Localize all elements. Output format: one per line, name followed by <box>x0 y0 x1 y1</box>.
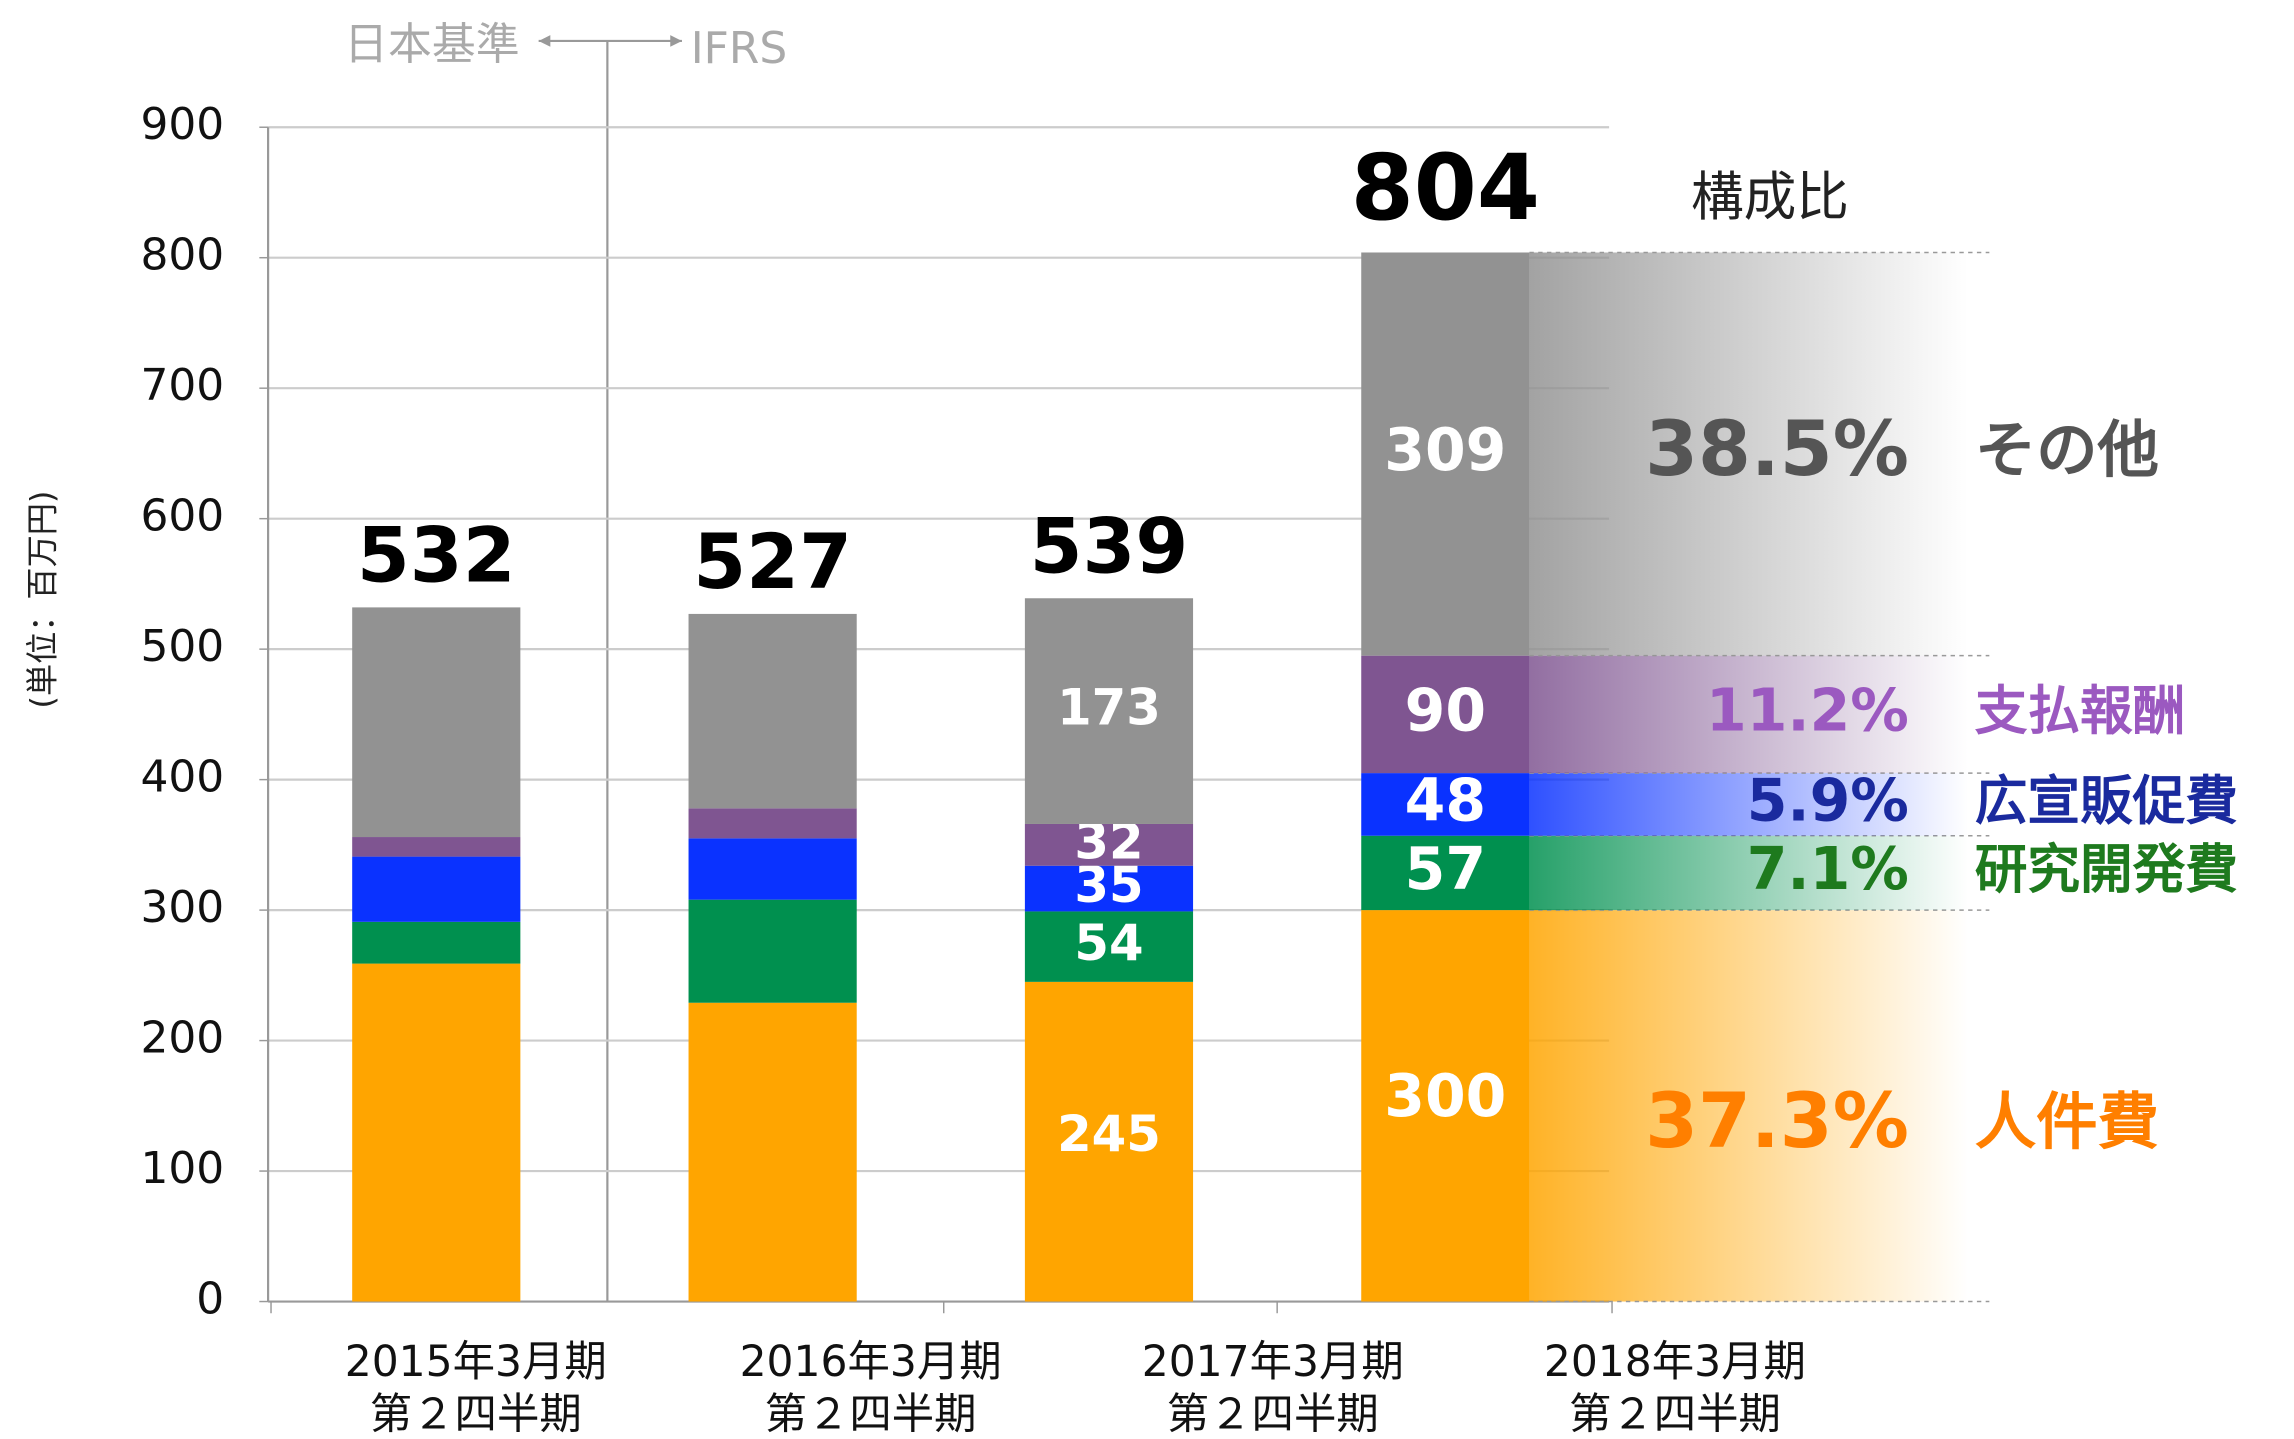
legend-entry: その他 <box>1975 415 2159 486</box>
share-band <box>1529 835 1969 911</box>
y-axis-label: (単位：百万円) <box>23 491 61 709</box>
value-label: 35 <box>1074 856 1143 914</box>
y-tick-label: 400 <box>141 752 225 803</box>
bar-segment <box>688 838 857 900</box>
share-label: 37.3% <box>1645 1076 1909 1165</box>
value-label: 300 <box>1384 1062 1506 1130</box>
y-tick-label: 700 <box>141 360 225 411</box>
y-tick-label: 500 <box>141 621 225 672</box>
value-label: 57 <box>1405 835 1486 903</box>
x-tick-label: 2016年3月期 <box>740 1337 1002 1386</box>
total-label: 804 <box>1351 136 1540 241</box>
legend-entry: 広宣販促費 <box>1975 771 2238 832</box>
value-label: 54 <box>1074 914 1143 972</box>
share-band <box>1529 655 1969 774</box>
legend-entry: 支払報酬 <box>1975 681 2186 742</box>
y-tick-label: 300 <box>141 882 225 933</box>
x-tick-label: 2017年3月期 <box>1142 1337 1404 1386</box>
x-tick-label: 2018年3月期 <box>1544 1337 1806 1386</box>
bar-segment <box>1024 823 1194 866</box>
share-label: 11.2% <box>1706 676 1909 744</box>
share-heading: 構成比 <box>1691 167 1849 228</box>
value-label: 309 <box>1384 416 1506 484</box>
legend-entry: 研究開発費 <box>1975 840 2238 901</box>
bar-segment <box>1024 911 1194 982</box>
y-tick-label: 0 <box>196 1274 224 1325</box>
value-label: 48 <box>1405 767 1486 835</box>
total-label: 532 <box>357 511 516 600</box>
value-label: 173 <box>1057 679 1161 737</box>
bar-segment <box>352 837 521 857</box>
share-label: 7.1% <box>1747 835 1909 903</box>
y-tick-label: 100 <box>141 1143 225 1194</box>
bar-segment <box>352 856 521 922</box>
bar-segment <box>1024 981 1194 1302</box>
share-band <box>1529 910 1969 1302</box>
bar-segment <box>352 963 521 1302</box>
y-tick-label: 600 <box>141 491 225 542</box>
bar-segment <box>1024 865 1194 912</box>
x-tick-label: 第２四半期 <box>1569 1390 1781 1439</box>
bar-segment <box>352 921 521 964</box>
bar-segment <box>688 899 857 1003</box>
bar-segment <box>1361 252 1530 656</box>
share-label: 38.5% <box>1645 404 1909 493</box>
annotation: IFRS <box>691 23 787 74</box>
x-tick-label: 第２四半期 <box>765 1390 977 1439</box>
bar-segment <box>352 607 521 838</box>
legend-entry: 人件費 <box>1975 1087 2159 1158</box>
bar-segment <box>1361 910 1530 1302</box>
x-tick-label: 2015年3月期 <box>345 1337 607 1386</box>
annotation: 日本基準 <box>344 19 519 70</box>
y-tick-label: 900 <box>141 99 225 150</box>
bar-segment <box>1361 773 1530 836</box>
share-band <box>1529 773 1969 836</box>
bar-segment <box>688 808 857 839</box>
value-label: 90 <box>1405 676 1486 744</box>
x-tick-label: 第２四半期 <box>370 1390 582 1439</box>
bar-segment <box>1024 598 1194 824</box>
bar-segment <box>688 613 857 809</box>
share-label: 5.9% <box>1747 767 1909 835</box>
x-tick-label: 第２四半期 <box>1167 1390 1379 1439</box>
total-label: 539 <box>1030 501 1189 590</box>
y-tick-label: 800 <box>141 230 225 281</box>
y-tick-label: 200 <box>141 1013 225 1064</box>
bar-segment <box>688 1002 857 1302</box>
share-band <box>1529 252 1969 656</box>
value-label: 245 <box>1057 1105 1161 1163</box>
bar-segment <box>1361 835 1530 911</box>
bar-segment <box>1361 655 1530 774</box>
total-label: 527 <box>693 517 852 606</box>
